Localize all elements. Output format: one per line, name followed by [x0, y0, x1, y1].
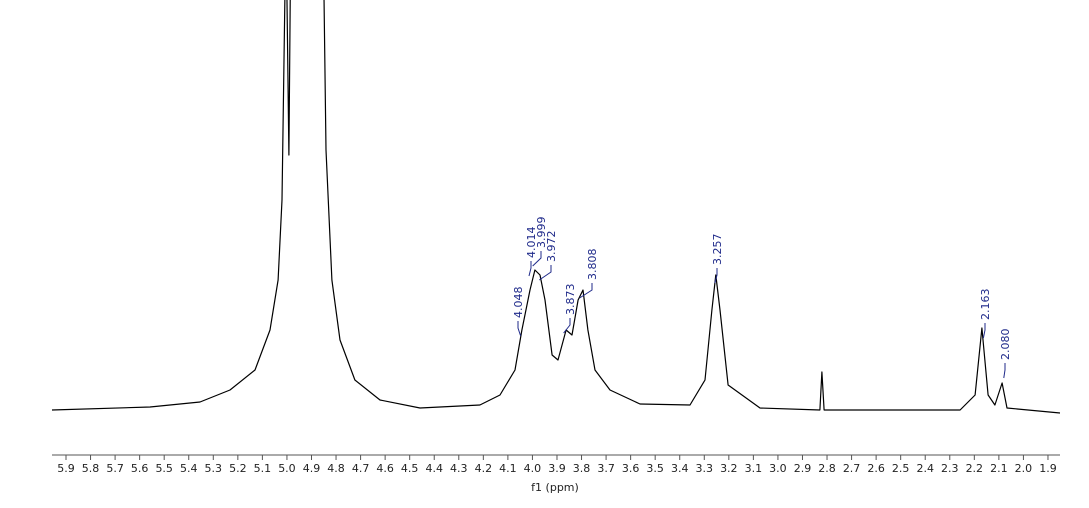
- x-tick-label: 2.6: [867, 462, 885, 475]
- x-tick-label: 2.7: [843, 462, 861, 475]
- x-tick-label: 2.9: [794, 462, 812, 475]
- peak-label-leader: [1003, 363, 1006, 379]
- peak-label-leader: [579, 283, 593, 299]
- peak-label-text: 3.808: [586, 249, 599, 281]
- x-tick-label: 5.4: [180, 462, 198, 475]
- x-tick-label: 4.5: [401, 462, 419, 475]
- x-tick-label: 5.8: [82, 462, 100, 475]
- x-tick-label: 4.3: [450, 462, 468, 475]
- x-tick-label: 3.0: [769, 462, 787, 475]
- spectrum-line: [51, 0, 1061, 414]
- x-tick-label: 1.9: [1039, 462, 1057, 475]
- x-tick-label: 5.1: [254, 462, 272, 475]
- peak-label-text: 3.257: [711, 234, 724, 266]
- x-tick-label: 3.4: [671, 462, 689, 475]
- peak-label-text: 3.873: [564, 284, 577, 316]
- peak-label: 2.163: [979, 289, 992, 339]
- x-tick-label: 2.0: [1015, 462, 1033, 475]
- x-tick-label: 4.9: [303, 462, 321, 475]
- peak-label-leader: [714, 268, 718, 284]
- peak-label-text: 2.163: [979, 289, 992, 321]
- peak-label: 3.257: [711, 234, 724, 284]
- x-tick-label: 4.7: [352, 462, 370, 475]
- peak-label: 2.080: [999, 329, 1012, 379]
- x-tick-label: 3.1: [745, 462, 763, 475]
- peak-label-text: 3.972: [545, 231, 558, 263]
- peak-label: 4.048: [512, 287, 525, 337]
- x-tick-label: 2.2: [966, 462, 984, 475]
- x-tick-label: 3.5: [646, 462, 664, 475]
- x-tick-label: 2.4: [916, 462, 934, 475]
- x-tick-label: 3.6: [622, 462, 640, 475]
- x-tick-label: 4.8: [327, 462, 345, 475]
- x-tick-label: 4.0: [524, 462, 542, 475]
- x-tick-label: 4.1: [499, 462, 517, 475]
- x-tick-label: 3.3: [696, 462, 714, 475]
- x-tick-label: 2.1: [990, 462, 1008, 475]
- peak-label-leader: [563, 318, 571, 334]
- x-tick-label: 3.7: [597, 462, 615, 475]
- x-tick-label: 5.7: [106, 462, 124, 475]
- peak-label: 3.873: [563, 284, 577, 334]
- x-tick-label: 5.9: [57, 462, 75, 475]
- x-tick-label: 5.0: [278, 462, 296, 475]
- peak-label-text: 3.999: [535, 217, 548, 249]
- peak-label-leader: [517, 321, 522, 337]
- peak-label: 3.972: [539, 231, 558, 281]
- peak-label: 4.014: [525, 227, 538, 277]
- peak-label-leader: [528, 261, 532, 277]
- x-tick-label: 5.6: [131, 462, 149, 475]
- x-tick-label: 2.8: [818, 462, 836, 475]
- peak-label: 3.808: [579, 249, 599, 299]
- x-tick-label: 5.5: [155, 462, 173, 475]
- peak-label-leader: [982, 323, 986, 339]
- x-tick-label: 2.3: [941, 462, 959, 475]
- peak-label-text: 4.048: [512, 287, 525, 319]
- peak-label-text: 2.080: [999, 329, 1012, 361]
- x-tick-label: 5.2: [229, 462, 247, 475]
- x-tick-label: 3.8: [573, 462, 591, 475]
- x-tick-label: 4.6: [376, 462, 394, 475]
- x-tick-label: 4.2: [475, 462, 493, 475]
- peak-label: 3.999: [532, 217, 548, 267]
- x-axis-label: f1 (ppm): [531, 481, 579, 494]
- peak-label-text: 4.014: [525, 227, 538, 259]
- x-tick-label: 3.9: [548, 462, 566, 475]
- x-tick-label: 5.3: [205, 462, 223, 475]
- peak-label-leader: [532, 251, 542, 267]
- x-tick-label: 2.5: [892, 462, 910, 475]
- peak-label-leader: [539, 265, 552, 281]
- x-tick-label: 4.4: [425, 462, 443, 475]
- x-tick-label: 3.2: [720, 462, 738, 475]
